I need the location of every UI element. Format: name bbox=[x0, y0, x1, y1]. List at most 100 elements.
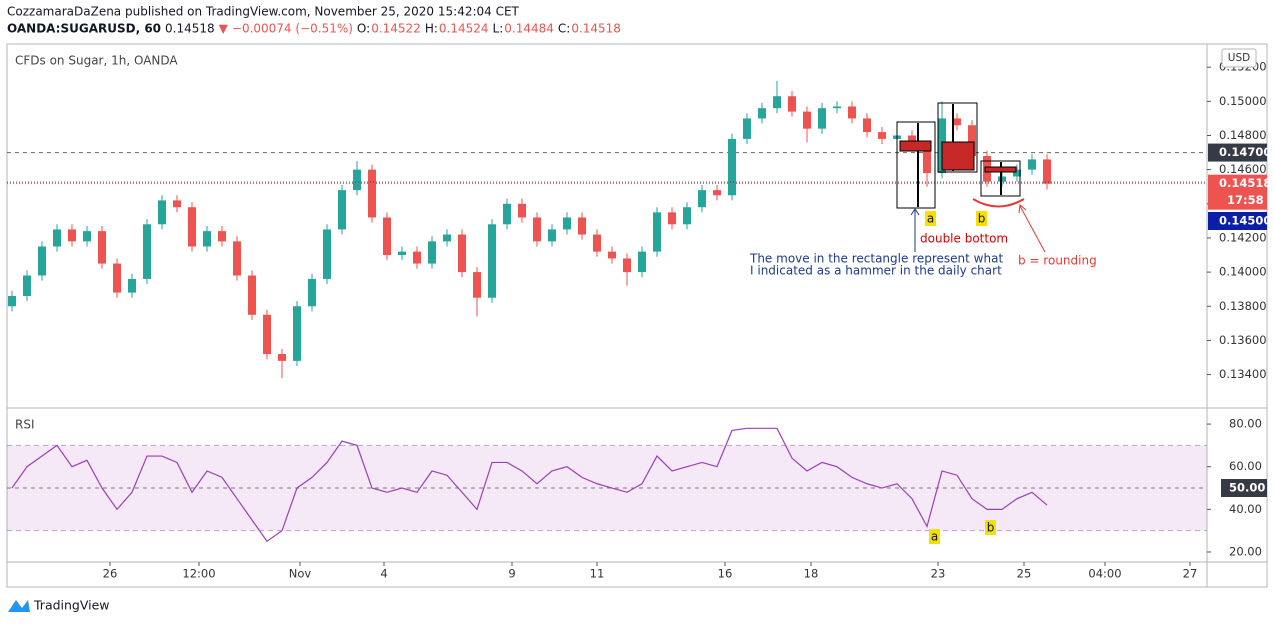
candle-body bbox=[743, 118, 751, 139]
ohlc-value: 0.14524 bbox=[439, 22, 489, 36]
candle-body bbox=[683, 207, 691, 225]
candle-body bbox=[803, 111, 811, 129]
label-box bbox=[925, 211, 936, 226]
candle-body bbox=[653, 212, 661, 252]
candle-body bbox=[818, 108, 826, 129]
ohlc-label: L: bbox=[493, 22, 504, 36]
label-box bbox=[1208, 143, 1267, 162]
candle-body bbox=[323, 229, 331, 279]
hammer-body bbox=[984, 166, 1017, 173]
box bbox=[980, 160, 1021, 197]
price-pane bbox=[7, 80, 1207, 378]
ohlc-value: 0.14522 bbox=[371, 22, 421, 36]
label-box bbox=[929, 529, 940, 544]
candle-body bbox=[23, 275, 31, 297]
label-box bbox=[1208, 174, 1267, 210]
y-tick-label: 40.00 bbox=[1229, 502, 1262, 516]
candle-body bbox=[788, 96, 796, 112]
candle-body bbox=[533, 217, 541, 242]
candle-body bbox=[158, 200, 166, 225]
candle-body bbox=[383, 217, 391, 256]
candle-body bbox=[233, 241, 241, 276]
rsi-pane bbox=[7, 427, 1207, 543]
candle-body bbox=[413, 251, 421, 264]
candle-body bbox=[293, 306, 301, 361]
candle-body bbox=[353, 169, 361, 191]
candle-body bbox=[8, 296, 16, 307]
hammer-body bbox=[941, 141, 975, 171]
candle-body bbox=[593, 234, 601, 252]
rsi-line bbox=[11, 427, 1048, 543]
candle-body bbox=[143, 224, 151, 279]
box bbox=[896, 121, 936, 209]
candle-body bbox=[518, 203, 526, 218]
x-tick-label: 23 bbox=[931, 567, 946, 581]
rsi-label-b: b bbox=[987, 521, 995, 535]
reference-label: 0.14700 bbox=[1219, 145, 1271, 159]
candle-body bbox=[113, 263, 121, 293]
label-b: b bbox=[978, 212, 986, 226]
double-bottom: double bottom bbox=[920, 232, 1008, 246]
label-box bbox=[976, 211, 987, 226]
x-tick-label: 04:00 bbox=[1088, 567, 1121, 581]
label-box bbox=[985, 520, 996, 535]
change: −0.00074 (−0.51%) bbox=[232, 22, 353, 36]
y-tick-label: 0.13600 bbox=[1219, 333, 1267, 347]
candle-body bbox=[623, 258, 631, 273]
change-arrow: ▼ bbox=[219, 22, 229, 36]
candle-body bbox=[188, 207, 196, 247]
candle-body bbox=[698, 190, 706, 208]
candle-body bbox=[833, 106, 841, 109]
hammer-body bbox=[899, 140, 932, 152]
logo: TradingView bbox=[8, 598, 110, 613]
x-tick-label: 11 bbox=[590, 567, 605, 581]
arrow-head bbox=[1018, 204, 1027, 214]
candle-body bbox=[563, 217, 571, 230]
arrow bbox=[1019, 205, 1046, 253]
ohlc-value: 0.14484 bbox=[504, 22, 554, 36]
y-tick-label: 60.00 bbox=[1229, 459, 1262, 473]
candle-body bbox=[203, 231, 211, 247]
candle-body bbox=[443, 234, 451, 242]
candle-body bbox=[1028, 159, 1036, 170]
pane-title: CFDs on Sugar, 1h, OANDA bbox=[15, 54, 178, 68]
label-box bbox=[1208, 212, 1267, 230]
label-a: a bbox=[927, 212, 934, 226]
ohlc-label: C: bbox=[558, 22, 570, 36]
candle-body bbox=[863, 118, 871, 133]
candle-body bbox=[923, 145, 931, 174]
candle-body bbox=[758, 108, 766, 119]
candle-body bbox=[98, 231, 106, 264]
rsi-title: RSI bbox=[15, 418, 35, 432]
candle-body bbox=[878, 132, 886, 139]
candle-body bbox=[263, 314, 271, 355]
note: The move in the rectangle represent what bbox=[749, 252, 1003, 266]
x-tick-label: 18 bbox=[804, 567, 819, 581]
candle-body bbox=[638, 251, 646, 273]
candle-body bbox=[848, 106, 856, 119]
y-tick-label: 80.00 bbox=[1229, 417, 1262, 431]
symbol: OANDA:SUGARUSD, 60 bbox=[7, 22, 161, 36]
rsi-label-a: a bbox=[931, 530, 938, 544]
annotations: a b double bottom The move in the rectan… bbox=[749, 102, 1097, 544]
y-tick-label: 0.14000 bbox=[1219, 265, 1267, 279]
x-tick-label: Nov bbox=[289, 567, 312, 581]
x-tick-label: 27 bbox=[1183, 567, 1198, 581]
y-tick-label: 0.14200 bbox=[1219, 230, 1267, 244]
candle-body bbox=[953, 118, 961, 126]
box bbox=[937, 102, 978, 173]
candle-body bbox=[548, 229, 556, 242]
last-price: 0.14518 bbox=[165, 22, 215, 36]
x-tick-label: 12:00 bbox=[182, 567, 215, 581]
ohlc-label: O: bbox=[357, 22, 370, 36]
header: CozzamaraDaZena published on TradingView… bbox=[7, 5, 621, 36]
y-tick-label: 0.13400 bbox=[1219, 367, 1267, 381]
candle-body bbox=[368, 169, 376, 218]
candle-body bbox=[1043, 159, 1051, 184]
candle-body bbox=[128, 278, 136, 293]
candle-body bbox=[278, 354, 286, 361]
footer: TradingView bbox=[33, 598, 110, 613]
candle-body bbox=[728, 138, 736, 196]
candle-body bbox=[68, 229, 76, 242]
